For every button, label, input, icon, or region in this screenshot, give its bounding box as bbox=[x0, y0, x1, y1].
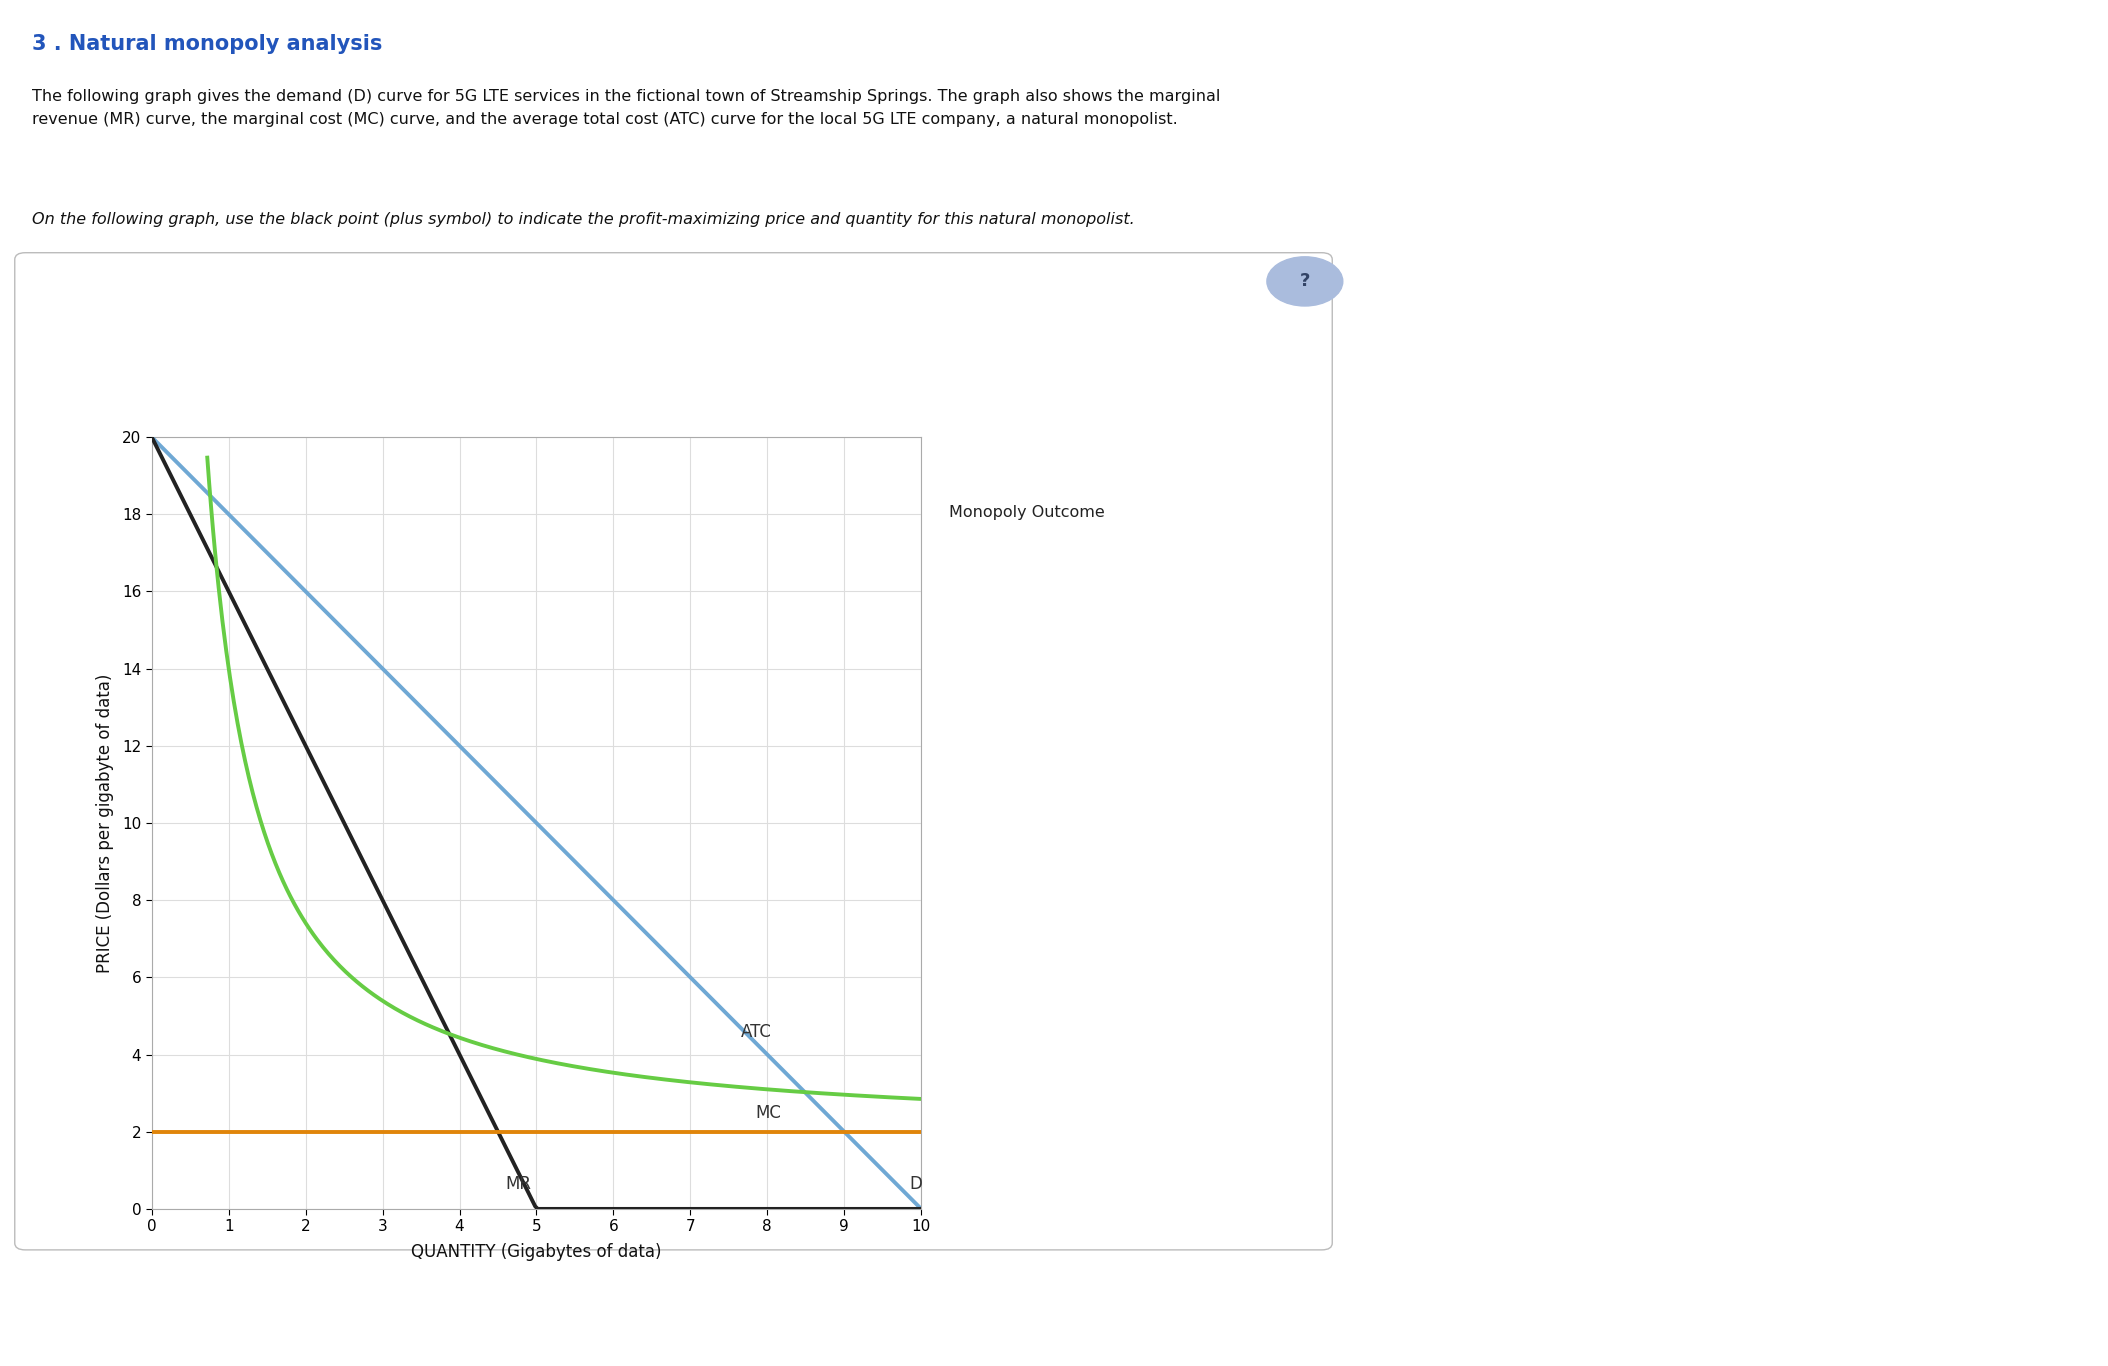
FancyBboxPatch shape bbox=[15, 253, 1332, 1250]
Y-axis label: PRICE (Dollars per gigabyte of data): PRICE (Dollars per gigabyte of data) bbox=[95, 673, 114, 973]
Circle shape bbox=[1267, 257, 1343, 306]
Text: The following graph gives the demand (D) curve for 5G LTE services in the fictio: The following graph gives the demand (D)… bbox=[32, 89, 1221, 127]
Text: Monopoly Outcome: Monopoly Outcome bbox=[949, 505, 1105, 520]
Text: 3 . Natural monopoly analysis: 3 . Natural monopoly analysis bbox=[32, 34, 382, 55]
Text: D: D bbox=[911, 1176, 923, 1194]
Text: ATC: ATC bbox=[740, 1023, 772, 1041]
Text: MR: MR bbox=[506, 1176, 531, 1194]
X-axis label: QUANTITY (Gigabytes of data): QUANTITY (Gigabytes of data) bbox=[411, 1243, 662, 1261]
Text: MC: MC bbox=[757, 1104, 782, 1121]
Text: ?: ? bbox=[1301, 272, 1309, 291]
Text: On the following graph, use the black point (plus symbol) to indicate the profit: On the following graph, use the black po… bbox=[32, 212, 1134, 227]
